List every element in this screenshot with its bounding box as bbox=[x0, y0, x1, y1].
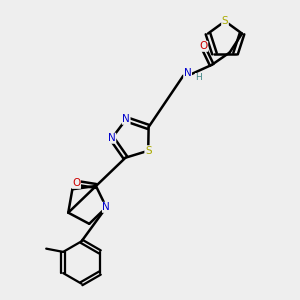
Text: O: O bbox=[200, 41, 208, 51]
Text: N: N bbox=[184, 68, 191, 78]
Text: O: O bbox=[72, 178, 80, 188]
Text: S: S bbox=[222, 16, 228, 26]
Text: N: N bbox=[108, 133, 116, 143]
Text: N: N bbox=[122, 114, 130, 124]
Text: S: S bbox=[145, 146, 152, 156]
Text: H: H bbox=[195, 74, 202, 82]
Text: N: N bbox=[102, 202, 110, 212]
